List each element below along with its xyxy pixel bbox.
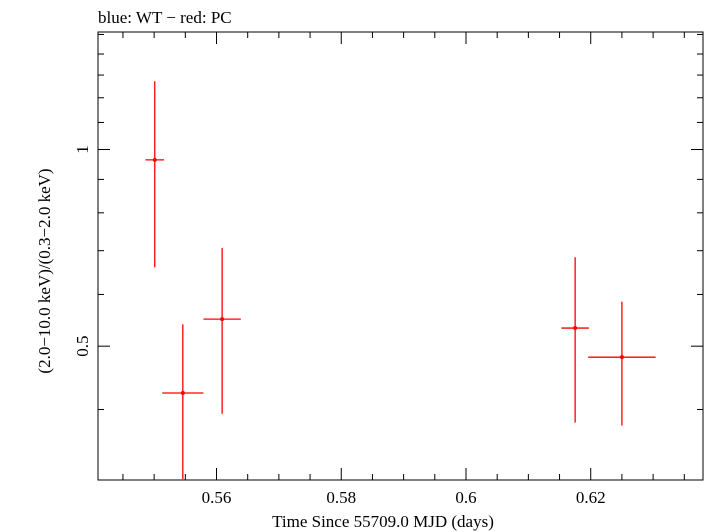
point-marker	[573, 326, 578, 331]
point-marker	[220, 317, 225, 322]
data-points	[145, 81, 656, 480]
x-axis-label: Time Since 55709.0 MJD (days)	[272, 512, 494, 531]
x-tick-label: 0.58	[326, 488, 356, 507]
x-tick-label: 0.62	[576, 488, 606, 507]
x-axis: 0.56 0.58 0.6 0.62	[122, 32, 685, 507]
x-tick-label: 0.6	[455, 488, 476, 507]
y-tick-label: 1	[73, 145, 92, 154]
y-axis-label: (2.0−10.0 keV)/(0.3−2.0 keV)	[35, 168, 54, 373]
data-point	[162, 324, 204, 480]
point-marker	[619, 355, 624, 360]
point-marker	[152, 157, 157, 162]
data-point	[145, 81, 165, 268]
data-point	[588, 301, 656, 426]
x-tick-label: 0.56	[202, 488, 232, 507]
y-axis: 0.51	[73, 33, 703, 410]
chart-title: blue: WT − red: PC	[98, 8, 232, 27]
plot-frame	[97, 31, 704, 481]
point-marker	[180, 390, 185, 395]
y-tick-label: 0.5	[73, 336, 92, 357]
data-point	[561, 257, 589, 423]
data-point	[203, 247, 241, 414]
